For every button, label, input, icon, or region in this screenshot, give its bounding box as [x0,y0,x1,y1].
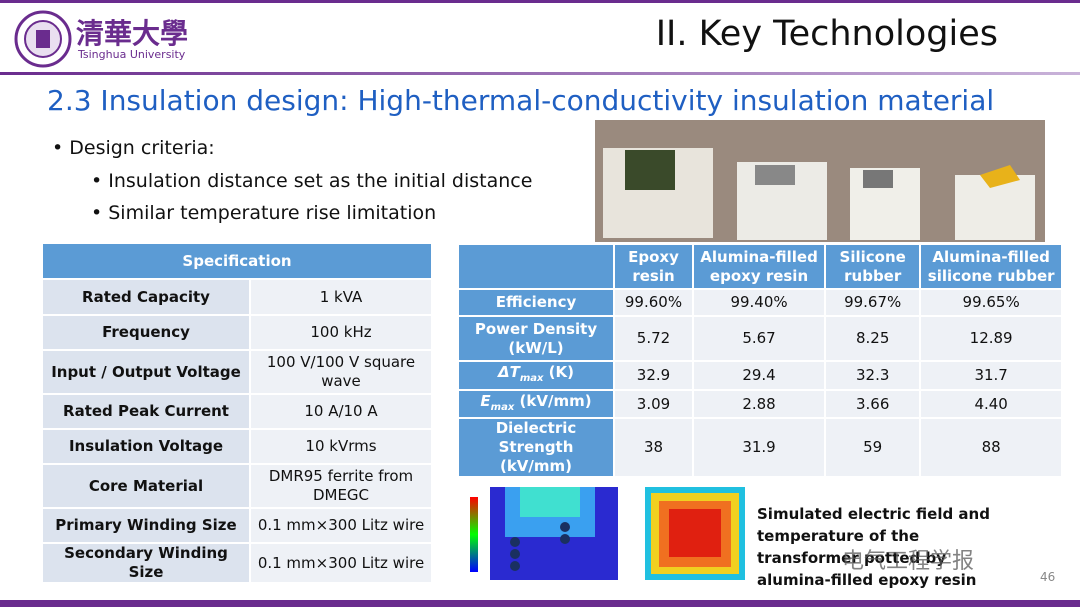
spec-row: Primary Winding Size 0.1 mm×300 Litz wire [43,509,431,542]
spec-row: Secondary Winding Size 0.1 mm×300 Litz wi… [43,544,431,582]
result-row: ΔTmax (K) 32.9 29.4 32.3 31.7 [459,362,1061,389]
row-label: Efficiency [459,290,613,315]
result-value: 3.66 [826,391,920,417]
spec-table: Specification Rated Capacity 1 kVA Frequenc… [41,242,433,584]
symbol: ΔT [497,363,520,381]
row-label: Power Density (kW/L) [459,317,613,360]
watermark: 电气工程学报 [842,549,975,574]
spec-value: 100 kHz [251,316,431,349]
symbol: E [480,391,491,410]
bottom-bar [0,600,1080,607]
spec-label: Frequency [43,316,249,349]
bullet-text: Design criteria: [69,137,215,159]
spec-value: 100 V/100 V square wave [251,351,431,393]
result-value: 38 [615,419,692,476]
spec-label: Primary Winding Size [43,509,249,542]
result-row: Emax (kV/mm) 3.09 2.88 3.66 4.40 [459,391,1061,417]
spec-value: 1 kVA [251,280,431,314]
header-rule [0,72,1080,75]
caption: Simulated electric field and temperature… [757,505,990,589]
result-value: 2.88 [693,391,825,417]
field-simulation [465,487,618,580]
subscript: max [490,401,515,413]
section-title: II. Key Technologies [655,14,998,54]
result-value: 31.9 [693,419,825,476]
result-value: 8.25 [826,317,920,360]
result-value: 59 [826,419,920,476]
header-row: Specification [43,244,431,278]
results-table: Epoxy resin Alumina-filled epoxy resin Sil… [457,243,1063,478]
spec-label: Rated Peak Current [43,395,249,428]
result-value: 5.72 [615,317,692,360]
header-cell [459,245,613,288]
logo-en: Tsinghua University [78,48,186,61]
result-value: 31.7 [921,362,1061,389]
column-header: Epoxy resin [615,245,692,288]
spec-value: 10 A/10 A [251,395,431,428]
bullet-text: Similar temperature rise limitation [108,202,437,224]
spec-label: Insulation Voltage [43,430,249,463]
result-row: Efficiency 99.60% 99.40% 99.67% 99.65% [459,290,1061,315]
spec-value: 0.1 mm×300 Litz wire [251,544,431,582]
column-header: Silicone rubber [826,245,920,288]
subscript: max [519,373,544,384]
spec-label: Core Material [43,465,249,507]
spec-row: Rated Peak Current 10 A/10 A [43,395,431,428]
result-row: Dielectric Strength (kV/mm) 38 31.9 59 88 [459,419,1061,476]
result-value: 99.40% [693,290,825,315]
page-number: 46 [1040,570,1056,584]
result-value: 29.4 [693,362,825,389]
result-value: 32.3 [826,362,920,389]
spec-row: Rated Capacity 1 kVA [43,280,431,314]
logo-emblem [14,10,72,68]
spec-row: Insulation Voltage 10 kVrms [43,430,431,463]
result-value: 5.67 [693,317,825,360]
column-header: Alumina-filled silicone rubber [921,245,1061,288]
row-label: Emax (kV/mm) [459,391,613,417]
spec-row: Frequency 100 kHz [43,316,431,349]
result-row: Power Density (kW/L) 5.72 5.67 8.25 12.89 [459,317,1061,360]
result-value: 99.60% [615,290,692,315]
result-value: 99.65% [921,290,1061,315]
row-label: Dielectric Strength (kV/mm) [459,419,613,476]
result-value: 88 [921,419,1061,476]
header-row: Epoxy resin Alumina-filled epoxy resin Sil… [459,245,1061,288]
spec-label: Secondary Winding Size [43,544,249,582]
result-value: 12.89 [921,317,1061,360]
column-header: Alumina-filled epoxy resin [693,245,825,288]
row-label: ΔTmax (K) [459,362,613,389]
header-cell: Specification [43,244,431,278]
transformer-photos [595,120,1045,242]
bullet: • Design criteria: [52,137,215,159]
spec-row: Input / Output Voltage 100 V/100 V square… [43,351,431,393]
bullet: • Insulation distance set as the initial… [91,170,533,192]
result-value: 3.09 [615,391,692,417]
unit: (kV/mm) [519,391,592,410]
slide-title: 2.3 Insulation design: High-thermal-cond… [47,84,995,117]
spec-value: DMR95 ferrite from DMEGC [251,465,431,507]
result-value: 32.9 [615,362,692,389]
result-value: 4.40 [921,391,1061,417]
spec-row: Core Material DMR95 ferrite from DMEGC [43,465,431,507]
thermal-simulation [645,487,745,580]
spec-label: Rated Capacity [43,280,249,314]
top-bar [0,0,1080,3]
result-value: 99.67% [826,290,920,315]
logo-cn: 清華大學 [76,17,189,50]
spec-value: 0.1 mm×300 Litz wire [251,509,431,542]
spec-label: Input / Output Voltage [43,351,249,393]
bullet: • Similar temperature rise limitation [91,202,437,224]
spec-value: 10 kVrms [251,430,431,463]
unit: (K) [548,363,575,381]
bullet-text: Insulation distance set as the initial d… [108,170,533,192]
